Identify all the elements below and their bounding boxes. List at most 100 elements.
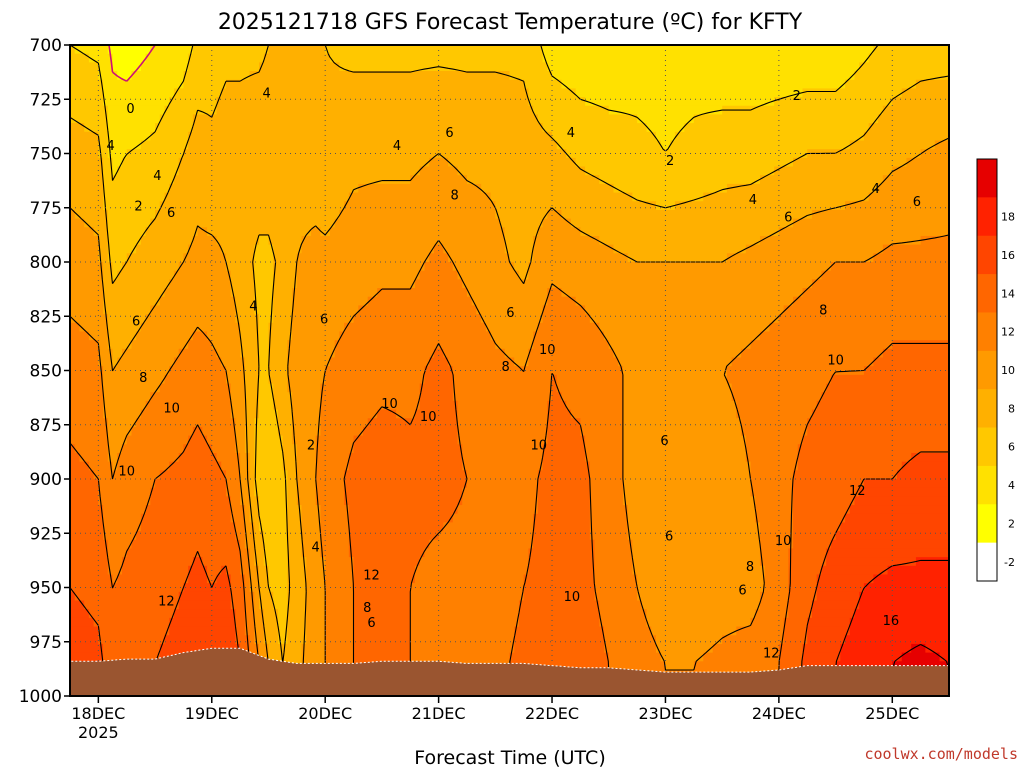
temperature-cell [793,522,841,532]
temperature-cell [70,600,85,610]
temperature-cell [660,652,704,662]
temperature-cell [542,444,586,454]
temperature-cell [849,626,949,636]
contour-label-10: 10 [531,438,548,453]
temperature-cell [292,392,322,402]
temperature-cell [462,444,544,454]
temperature-cell [296,279,416,289]
temperature-cell [98,357,114,367]
temperature-cell [70,166,104,176]
temperature-cell [103,409,142,419]
temperature-cell [225,479,241,489]
temperature-cell [594,548,633,558]
temperature-cell [424,262,454,272]
temperature-cell [254,617,265,628]
contour-label-8: 8 [819,304,827,319]
temperature-cell [570,218,794,228]
temperature-cell [121,557,194,567]
temperature-cell [259,496,288,506]
temperature-cell [70,479,99,489]
gridlines [70,45,949,696]
temperature-cell [70,470,95,480]
temperature-cell [622,383,733,393]
temperature-cell [622,392,733,402]
temperature-cell [793,531,837,541]
temperature-cell [192,331,208,341]
contour-label-8: 8 [363,601,371,616]
temperature-cell [126,548,241,558]
temperature-cell [452,383,553,393]
temperature-cell [509,71,553,81]
temperature-cell [249,574,260,584]
temperature-cell [225,253,255,263]
temperature-cell [107,149,128,159]
temperature-cell [70,244,99,254]
contour-label-4: 4 [153,169,161,184]
temperature-cell [107,322,142,333]
temperature-cell [244,505,251,515]
temperature-cell [103,522,142,532]
temperature-cell [344,201,496,211]
temperature-cell [325,635,355,645]
temperature-cell [268,331,293,341]
temperature-cell [547,296,577,306]
temperature-cell [882,175,949,185]
temperature-cell [273,591,288,602]
temperature-cell [410,626,515,636]
temperature-cell [845,513,949,523]
temperature-cell [301,513,322,523]
temperature-cell [131,426,194,437]
temperature-cell [457,270,520,280]
temperature-cell [859,62,949,72]
temperature-cell [98,340,109,350]
temperature-cell [485,322,539,333]
temperature-cell [70,409,104,419]
temperature-cell [188,340,213,350]
temperature-cell [344,322,487,333]
temperature-cell [315,435,355,445]
temperature-cell [325,45,544,55]
temperature-cell [320,400,421,411]
colorbar-label: 6 [1008,441,1015,454]
temperature-cell [533,331,605,341]
temperature-cell [70,435,109,445]
x-tick-sublabel: 2025 [78,723,119,742]
temperature-cell [604,626,652,636]
temperature-cell [131,539,241,550]
temperature-cell [424,548,530,558]
temperature-cell [277,409,293,419]
temperature-cell [542,123,648,133]
temperature-cell [599,322,771,333]
temperature-cell [575,88,804,98]
colorbar-band [977,197,997,237]
temperature-cell [259,565,270,576]
temperature-cell [410,643,515,654]
temperature-cell [750,617,785,628]
temperature-cell [244,392,260,402]
temperature-cell [646,609,756,619]
temperature-cell [74,209,109,220]
temperature-cell [811,279,949,289]
temperature-cell [107,444,123,454]
temperature-cell [221,461,241,471]
temperature-cell [367,418,459,428]
temperature-cell [759,600,789,610]
temperature-cell [249,496,260,506]
temperature-cell [726,253,874,263]
temperature-cell [348,513,454,523]
temperature-cell [235,635,251,645]
temperature-cell [70,62,99,72]
temperature-cell [292,288,378,298]
contour-label-6: 6 [506,306,514,321]
temperature-cell [249,548,255,558]
temperature-cell [320,505,350,515]
temperature-cell [764,574,789,584]
temperature-cell [632,565,766,576]
temperature-cell [70,565,109,576]
temperature-cell [632,557,761,567]
temperature-cell [178,262,227,272]
y-tick-label: 700 [30,36,62,56]
temperature-cell [495,340,534,350]
temperature-cell [537,496,591,506]
temperature-cell [518,609,600,619]
